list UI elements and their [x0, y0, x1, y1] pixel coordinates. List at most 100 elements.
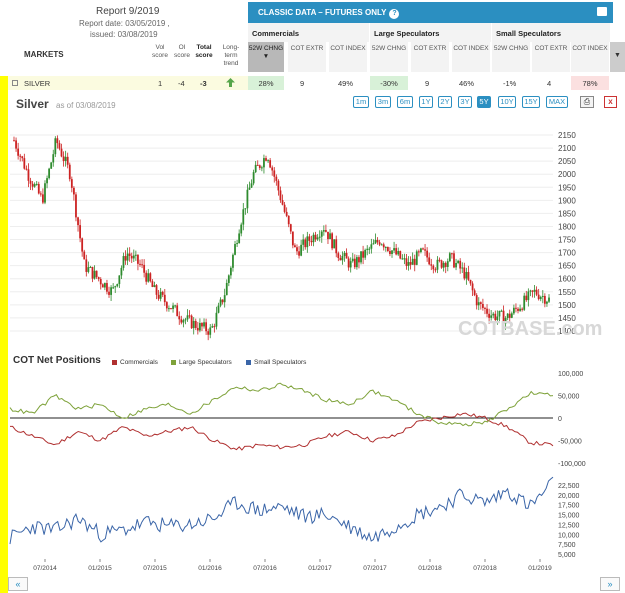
- candle-body: [21, 156, 24, 159]
- market-expand-icon[interactable]: [12, 79, 18, 88]
- nav-next-button[interactable]: »: [600, 577, 620, 591]
- candle-body: [149, 273, 152, 282]
- candle-body: [151, 281, 154, 287]
- candle-body: [475, 295, 478, 306]
- candle-body: [370, 244, 373, 249]
- classic-data-title: CLASSIC DATA – FUTURES ONLY: [258, 8, 387, 17]
- candle-body: [145, 272, 148, 282]
- sort-toggle-icon[interactable]: ▼: [610, 42, 625, 72]
- candle-body: [510, 313, 513, 318]
- candle-body: [120, 267, 123, 276]
- candle-body: [440, 260, 443, 268]
- long-term-trend-header[interactable]: Long-term trend: [222, 44, 240, 67]
- vol-score-header[interactable]: Vol score: [152, 44, 168, 59]
- small-cot-index-header[interactable]: COT INDEX: [571, 42, 609, 72]
- candle-body: [358, 257, 360, 263]
- candle-body: [508, 313, 511, 318]
- trend-up-icon: [226, 78, 235, 89]
- timeframe-1y[interactable]: 1Y: [419, 96, 433, 108]
- large-cot-extr-header[interactable]: COT EXTR: [411, 42, 449, 72]
- candle-body: [543, 295, 546, 304]
- candle-body: [101, 284, 104, 288]
- candle-body: [287, 215, 290, 225]
- candle-body: [114, 286, 117, 288]
- candle-body: [157, 294, 160, 299]
- x-tick-label: 07/2016: [253, 565, 277, 572]
- small-52w-chng-header[interactable]: 52W CHNG: [492, 42, 530, 72]
- candle-body: [110, 287, 112, 295]
- timeframe-2y[interactable]: 2Y: [438, 96, 452, 108]
- candle-body: [517, 308, 519, 311]
- y-tick-label: 1550: [558, 288, 576, 297]
- y-tick-label: 17,500: [558, 503, 580, 510]
- timeframe-15y[interactable]: 15Y: [522, 96, 540, 108]
- nav-prev-button[interactable]: «: [8, 577, 28, 591]
- group-large-speculators: Large Speculators: [370, 23, 491, 42]
- y-tick-label: 1400: [558, 327, 576, 336]
- help-icon[interactable]: ?: [389, 9, 400, 19]
- y-tick-label: 12,500: [558, 522, 580, 529]
- y-tick-label: 2150: [558, 131, 576, 140]
- candle-body: [382, 244, 385, 248]
- timeframe-max[interactable]: MAX: [546, 96, 568, 108]
- candle-body: [366, 248, 369, 250]
- comm-52w-chng-header[interactable]: 52W CHNG ▼: [248, 42, 284, 72]
- print-chart-icon[interactable]: ⎙: [580, 96, 594, 108]
- candle-body: [467, 271, 470, 280]
- candle-body: [285, 211, 288, 216]
- small-cot-extr-header[interactable]: COT EXTR: [532, 42, 570, 72]
- candle-body: [37, 183, 40, 194]
- y-tick-label: -100,000: [558, 461, 586, 468]
- candle-body: [498, 310, 501, 317]
- comm-cot-index-header[interactable]: COT INDEX: [329, 42, 367, 72]
- candle-body: [186, 315, 189, 320]
- candle-body: [27, 169, 30, 181]
- candle-body: [277, 180, 280, 191]
- table-row[interactable]: SILVER 1 -4 -3 28% 9 49% -30% 9 46% -1% …: [0, 76, 625, 90]
- candle-body: [139, 263, 141, 265]
- candle-body: [137, 254, 139, 264]
- timeframe-3y[interactable]: 3Y: [458, 96, 472, 108]
- timeframe-10y[interactable]: 10Y: [498, 96, 516, 108]
- candle-body: [52, 154, 55, 163]
- candle-body: [79, 225, 82, 239]
- candle-body: [428, 257, 431, 265]
- timeframe-5y[interactable]: 5Y: [477, 96, 491, 108]
- candle-body: [415, 251, 418, 265]
- candle-body: [502, 310, 505, 324]
- x-tick-label: 01/2015: [88, 565, 112, 572]
- candle-body: [339, 258, 342, 261]
- comm-52w-chng: 28%: [248, 76, 284, 90]
- candle-body: [215, 312, 218, 327]
- x-tick-label: 01/2017: [308, 565, 332, 572]
- candle-body: [196, 327, 199, 331]
- timeframe-6m[interactable]: 6m: [397, 96, 413, 108]
- total-score-header[interactable]: Total score: [195, 44, 213, 59]
- candle-body: [15, 140, 17, 149]
- legend-label: Small Speculators: [254, 359, 307, 366]
- issued-date: issued: 03/08/2019: [90, 30, 158, 39]
- candle-body: [548, 297, 550, 302]
- oi-score-header[interactable]: OI score: [174, 44, 190, 59]
- candle-body: [273, 170, 276, 177]
- candle-body: [213, 326, 216, 328]
- print-icon[interactable]: [597, 7, 607, 16]
- candle-body: [430, 264, 433, 266]
- large-cot-index-header[interactable]: COT INDEX: [452, 42, 490, 72]
- candle-body: [376, 240, 379, 243]
- candle-body: [300, 244, 303, 256]
- candle-body: [436, 259, 439, 270]
- market-name[interactable]: SILVER: [24, 79, 51, 88]
- timeframe-3m[interactable]: 3m: [375, 96, 391, 108]
- large-52w-chng-header[interactable]: 52W CHNG: [370, 42, 408, 72]
- close-chart-icon[interactable]: x: [604, 96, 617, 108]
- candle-body: [389, 251, 391, 254]
- series-line: [9, 476, 554, 545]
- row-background: [8, 76, 248, 90]
- candle-body: [178, 316, 181, 320]
- candle-body: [33, 184, 36, 187]
- comm-cot-extr-header[interactable]: COT EXTR: [288, 42, 326, 72]
- timeframe-1m[interactable]: 1m: [353, 96, 369, 108]
- candle-body: [58, 143, 61, 149]
- small-spec-chart: 5,000 7,500 10,000 12,500 15,000 17,500 20,000…: [9, 476, 580, 572]
